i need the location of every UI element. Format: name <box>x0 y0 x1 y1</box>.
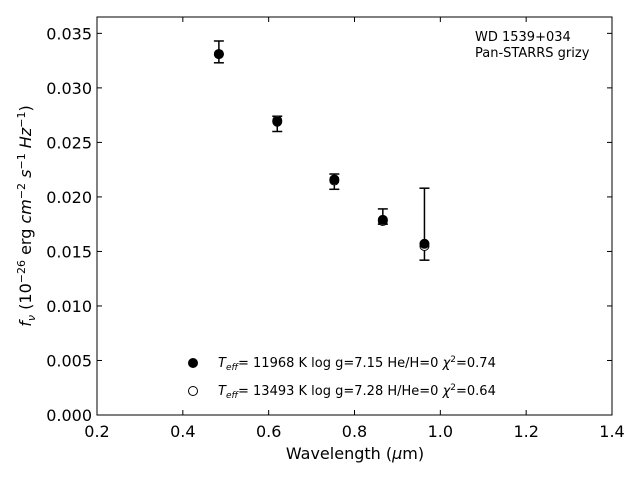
y-tick-label: 0.035 <box>46 24 92 43</box>
y-tick-label: 0.030 <box>46 79 92 98</box>
x-tick-label: 0.2 <box>84 422 109 441</box>
ticks: 0.2 0.4 0.6 0.8 1.0 1.2 1.4 0.000 0.005 0.010 0.01… <box>46 17 625 441</box>
legend-marker-open <box>188 386 198 396</box>
legend-label-2: Teff= 13493 K log g=7.28 H/He=0 χ2=0.64 <box>218 383 496 401</box>
x-tick-label: 0.8 <box>342 422 367 441</box>
annotation-line-1: WD 1539+034 <box>475 30 571 45</box>
marks <box>213 40 430 261</box>
x-tick-label: 0.6 <box>256 422 281 441</box>
x-tick-label: 1.0 <box>428 422 453 441</box>
y-tick-label: 0.025 <box>46 133 92 152</box>
annotation-line-2: Pan-STARRS grizy <box>475 46 590 61</box>
y-tick-label: 0.015 <box>46 242 92 261</box>
model-point-filled <box>272 116 283 127</box>
legend-marker-filled <box>188 358 198 368</box>
y-tick-label: 0.005 <box>46 351 92 370</box>
y-tick-label: 0.020 <box>46 188 92 207</box>
x-tick-label: 1.2 <box>513 422 538 441</box>
model-point-filled <box>213 49 224 60</box>
y-axis-label: fν (10−26 erg cm−2 s−1 Hz−1) <box>15 105 38 326</box>
x-tick-label: 1.4 <box>599 422 624 441</box>
model-point-filled <box>419 238 430 249</box>
x-axis-label: Wavelength (μm) <box>286 444 424 463</box>
y-tick-label: 0.000 <box>46 406 92 425</box>
model-point-filled <box>377 214 388 225</box>
y-tick-label: 0.010 <box>46 297 92 316</box>
model-point-filled <box>329 174 340 185</box>
x-tick-label: 0.4 <box>170 422 195 441</box>
legend: Teff= 11968 K log g=7.15 He/H=0 χ2=0.74 … <box>188 355 496 401</box>
legend-label-1: Teff= 11968 K log g=7.15 He/H=0 χ2=0.74 <box>218 355 496 373</box>
